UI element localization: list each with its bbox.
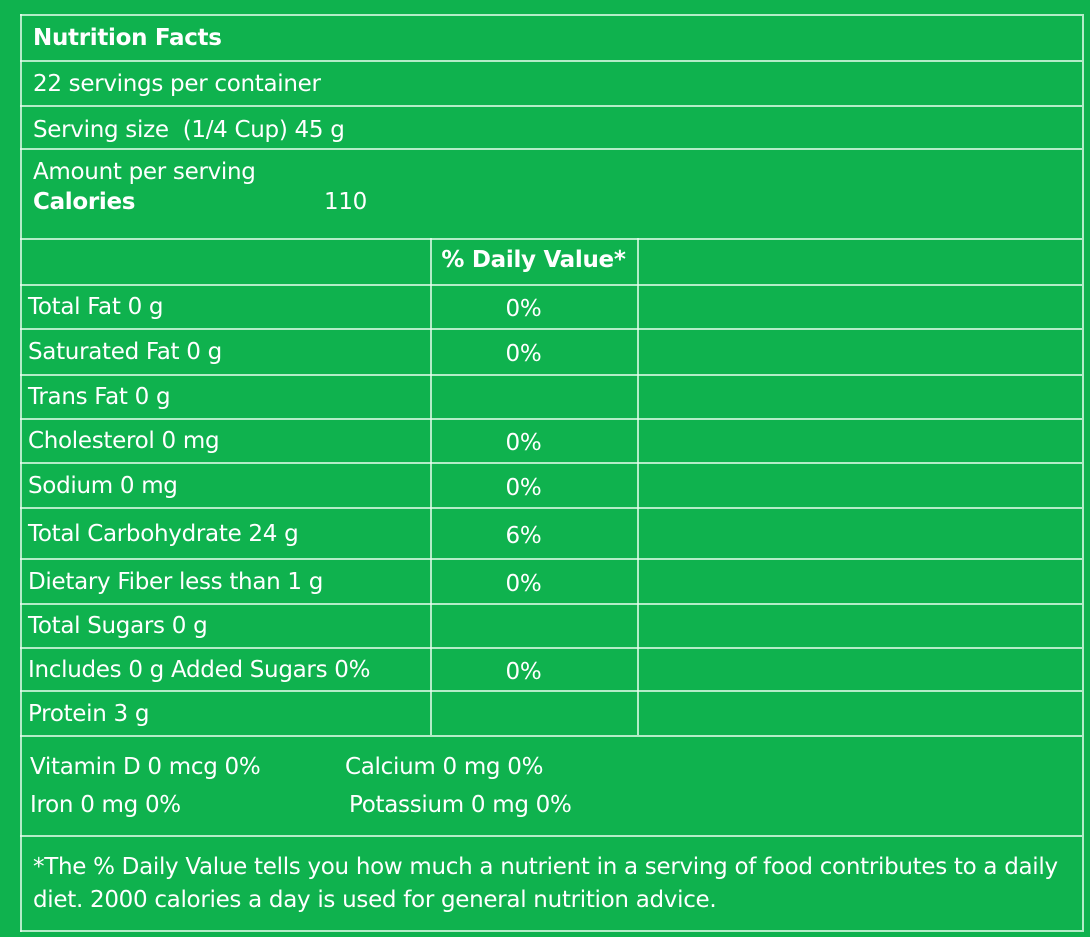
amount-per-serving: Amount per serving — [33, 159, 256, 185]
rule — [20, 735, 1082, 737]
rule — [20, 60, 1082, 62]
nutrient: Includes 0 g Added Sugars 0% — [28, 656, 371, 683]
daily-value-header: % Daily Value* — [441, 247, 626, 273]
rule — [20, 14, 1082, 16]
serving-size: Serving size (1/4 Cup) 45 g — [33, 117, 345, 143]
rule — [20, 374, 1082, 376]
nutrient: Trans Fat 0 g — [28, 384, 171, 410]
vitamin: Potassium 0 mg 0% — [349, 792, 572, 818]
rule — [1082, 14, 1084, 932]
nutrient: Total Sugars 0 g — [28, 613, 208, 639]
nutrient: Cholesterol 0 mg — [28, 428, 220, 454]
rule — [20, 603, 1082, 605]
rule — [20, 690, 1082, 692]
rule — [20, 105, 1082, 107]
title: Nutrition Facts — [33, 25, 222, 51]
rule — [20, 507, 1082, 509]
rule — [20, 835, 1082, 837]
nutrient: Total Carbohydrate 24 g — [28, 520, 299, 547]
daily-value: 0% — [505, 296, 542, 322]
rule — [430, 238, 432, 735]
daily-value: 0% — [505, 570, 542, 597]
rule — [20, 328, 1082, 330]
nutrient: Dietary Fiber less than 1 g — [28, 568, 324, 595]
nutrient: Saturated Fat 0 g — [28, 339, 222, 365]
vitamin: Vitamin D 0 mcg 0% — [30, 754, 261, 780]
rule — [637, 238, 639, 735]
rule — [20, 462, 1082, 464]
daily-value: 0% — [505, 658, 542, 685]
daily-value: 0% — [505, 430, 542, 456]
rule — [20, 14, 22, 932]
rule — [20, 418, 1082, 420]
calories: 110 — [324, 189, 367, 215]
daily-value: 0% — [505, 474, 542, 501]
rule — [20, 647, 1082, 649]
rule — [20, 238, 1082, 240]
rule — [20, 284, 1082, 286]
rule — [20, 148, 1082, 150]
servings: 22 servings per container — [33, 71, 321, 97]
nutrient: Total Fat 0 g — [28, 294, 164, 320]
daily-value: 0% — [505, 341, 542, 367]
rule — [20, 558, 1082, 560]
nutrient: Sodium 0 mg — [28, 472, 178, 499]
rule — [20, 930, 1082, 932]
vitamin: Iron 0 mg 0% — [30, 792, 181, 818]
calories-label: Calories — [33, 189, 136, 215]
vitamin: Calcium 0 mg 0% — [345, 754, 544, 780]
nutrient: Protein 3 g — [28, 700, 150, 727]
daily-value: 6% — [505, 522, 542, 549]
footnote: *The % Daily Value tells you how much a … — [33, 854, 1058, 913]
